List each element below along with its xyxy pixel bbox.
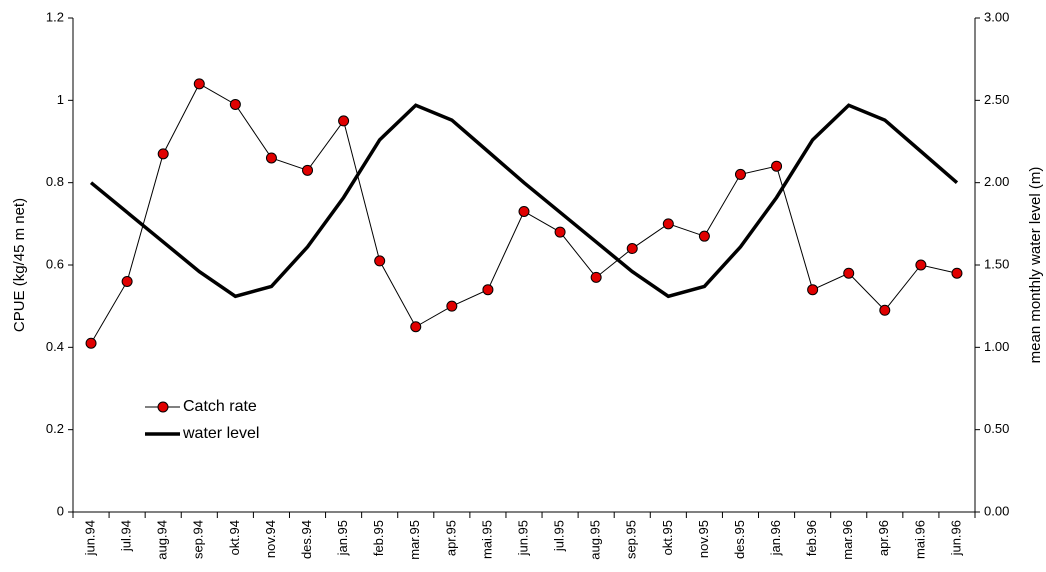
data-point [554,226,566,238]
data-point [698,230,710,242]
x-tick-label: nov.94 [263,520,278,558]
x-tick-label: jul.95 [552,520,567,552]
y2-tick-label: 0.50 [984,421,1009,436]
y-axis-title: CPUE (kg/45 m net) [11,198,28,332]
x-tick-label: apr.95 [443,520,458,556]
data-point [915,259,927,271]
data-point [771,160,783,172]
data-point [229,98,241,110]
x-tick-label: feb.95 [371,520,386,556]
data-point [446,300,458,312]
data-point [157,148,169,160]
legend-label: Catch rate [183,398,257,415]
data-point [662,218,674,230]
data-point [193,78,205,90]
data-point [843,267,855,279]
x-tick-label: sep.95 [624,520,639,559]
y-tick-label: 0.2 [46,421,64,436]
legend-marker [157,401,169,413]
x-tick-label: aug.94 [155,520,170,560]
data-point [121,275,133,287]
data-point [734,168,746,180]
y2-axis-title: mean monthly water level (m) [1027,167,1044,364]
y-tick-label: 0.4 [46,339,64,354]
y-tick-label: 1.2 [46,9,64,24]
x-tick-label: des.94 [299,520,314,559]
data-point [482,284,494,296]
x-tick-label: mar.95 [407,520,422,560]
y-tick-label: 0.6 [46,256,64,271]
data-point [265,152,277,164]
x-tick-label: jan.95 [335,520,350,556]
x-tick-label: nov.95 [696,520,711,558]
y2-tick-label: 2.00 [984,174,1009,189]
y2-tick-label: 3.00 [984,9,1009,24]
x-tick-label: jan.96 [768,520,783,556]
y-tick-label: 0.8 [46,174,64,189]
x-tick-label: des.95 [732,520,747,559]
legend-label: water level [182,425,259,442]
x-tick-label: okt.94 [227,520,242,555]
data-point [879,304,891,316]
x-tick-label: jun.96 [948,520,963,556]
water-line [89,103,959,299]
x-tick-label: feb.96 [804,520,819,556]
y2-tick-label: 1.00 [984,339,1009,354]
y-tick-label: 1 [57,92,64,107]
x-tick-label: mar.96 [840,520,855,560]
data-point [410,321,422,333]
data-point [518,205,530,217]
data-point [951,267,963,279]
data-point [302,164,314,176]
x-tick-label: jun.94 [82,520,97,556]
data-point [85,337,97,349]
x-tick-label: jul.94 [119,520,134,552]
data-point [590,271,602,283]
x-tick-label: jun.95 [515,520,530,556]
y2-tick-label: 0.00 [984,503,1009,518]
x-tick-label: mai.96 [912,520,927,559]
y2-tick-label: 1.50 [984,256,1009,271]
x-tick-label: aug.95 [588,520,603,560]
y2-tick-label: 2.50 [984,92,1009,107]
data-point [807,284,819,296]
y-tick-label: 0 [57,503,64,518]
data-point [338,115,350,127]
x-tick-label: okt.95 [660,520,675,555]
data-point [374,255,386,267]
x-tick-label: sep.94 [191,520,206,559]
x-tick-label: mai.95 [479,520,494,559]
x-tick-label: apr.96 [876,520,891,556]
data-point [626,243,638,255]
